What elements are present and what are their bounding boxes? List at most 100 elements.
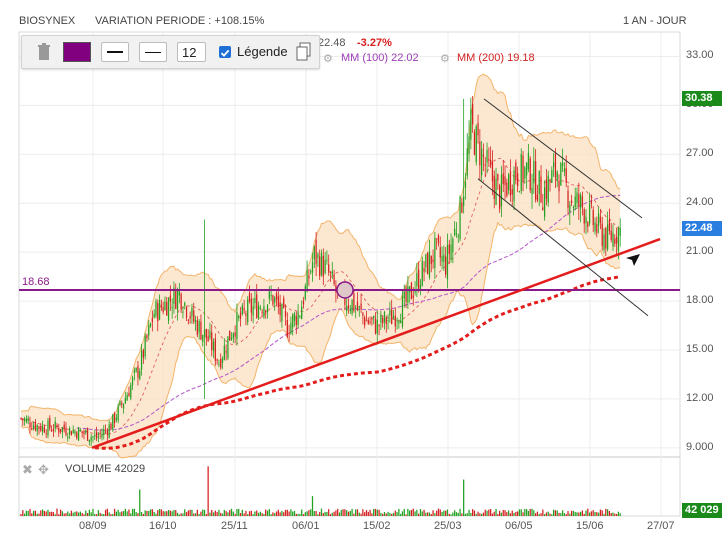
volume-bar bbox=[529, 509, 531, 516]
candle-body bbox=[223, 345, 225, 360]
candle-body bbox=[90, 436, 92, 441]
volume-bar bbox=[83, 514, 85, 516]
volume-bar bbox=[65, 513, 67, 516]
candle-body bbox=[490, 159, 492, 165]
volume-bar bbox=[353, 513, 355, 516]
candle-body bbox=[563, 168, 566, 172]
volume-bar bbox=[137, 513, 139, 516]
move-icon[interactable]: ✥ bbox=[38, 462, 49, 477]
candle-body bbox=[484, 164, 486, 166]
legend-mm200: MM (200) 19.18 bbox=[457, 52, 535, 64]
candle-body bbox=[391, 309, 393, 325]
volume-bar bbox=[88, 509, 91, 516]
legend-mm100: MM (100) 22.02 bbox=[341, 52, 419, 64]
line-width-selector[interactable] bbox=[101, 42, 129, 62]
volume-bar bbox=[461, 513, 463, 516]
volume-bar bbox=[531, 508, 533, 516]
candle-body bbox=[310, 271, 312, 273]
candle-body bbox=[283, 298, 285, 309]
hline-label: 18.68 bbox=[22, 276, 50, 288]
candle-body bbox=[20, 418, 22, 420]
volume-bar bbox=[184, 509, 186, 516]
font-size-input[interactable]: 12 bbox=[177, 42, 206, 62]
volume-bar bbox=[281, 510, 283, 516]
candle-body bbox=[32, 425, 35, 429]
candle-body bbox=[529, 158, 531, 191]
y-tick-label: 18.00 bbox=[686, 294, 714, 307]
y-tick-label: 33.00 bbox=[686, 49, 714, 62]
x-tick-label: 15/02 bbox=[363, 520, 391, 532]
candle-body bbox=[99, 432, 101, 435]
candle-body bbox=[542, 207, 544, 211]
volume-bar bbox=[596, 512, 598, 516]
candle-body bbox=[606, 224, 609, 250]
candle-body bbox=[459, 196, 461, 240]
copy-icon[interactable] bbox=[296, 42, 312, 62]
candle-body bbox=[362, 312, 364, 316]
candle-body bbox=[436, 238, 438, 240]
candle-body bbox=[587, 222, 589, 227]
candle-body bbox=[597, 213, 600, 226]
candle-body bbox=[615, 236, 618, 244]
candle-body bbox=[41, 425, 44, 432]
candle-body bbox=[34, 421, 37, 431]
volume-price-tag: 42 029 bbox=[682, 503, 722, 518]
candle-body bbox=[572, 207, 575, 209]
color-swatch[interactable] bbox=[63, 42, 91, 62]
close-icon[interactable]: ✖ bbox=[22, 462, 33, 477]
candle-body bbox=[588, 203, 591, 224]
volume-bar bbox=[560, 513, 562, 516]
volume-bar bbox=[500, 512, 503, 516]
volume-bar bbox=[542, 509, 544, 516]
volume-bar bbox=[148, 510, 150, 516]
volume-bar bbox=[430, 514, 432, 516]
candle-body bbox=[461, 202, 463, 213]
candle-body bbox=[313, 246, 315, 260]
candle-body bbox=[509, 172, 512, 196]
volume-bar bbox=[513, 512, 515, 516]
candle-body bbox=[355, 307, 357, 309]
volume-bar bbox=[385, 513, 387, 516]
volume-bar bbox=[614, 513, 616, 516]
volume-bar bbox=[563, 513, 566, 516]
candle-body bbox=[68, 427, 71, 435]
candle-body bbox=[182, 311, 184, 313]
candle-body bbox=[274, 297, 276, 303]
volume-bar bbox=[540, 513, 542, 516]
candle-body bbox=[187, 319, 189, 321]
candle-body bbox=[54, 421, 56, 429]
candle-body bbox=[374, 318, 377, 334]
legend-checkbox[interactable] bbox=[219, 46, 231, 58]
candle-body bbox=[295, 316, 297, 326]
candle-body bbox=[394, 315, 396, 327]
candle-body bbox=[365, 320, 368, 322]
volume-bar bbox=[117, 509, 119, 516]
volume-bar bbox=[248, 511, 251, 516]
line-style-selector[interactable] bbox=[139, 42, 167, 62]
volume-bar bbox=[340, 509, 342, 516]
volume-bar bbox=[22, 510, 24, 516]
candle-body bbox=[427, 252, 429, 274]
candle-body bbox=[31, 428, 33, 430]
trash-icon[interactable] bbox=[37, 42, 51, 62]
volume-bar bbox=[572, 510, 575, 516]
candle-body bbox=[389, 309, 391, 316]
candle-body bbox=[301, 306, 303, 320]
volume-bar bbox=[400, 513, 402, 516]
candle-body bbox=[88, 439, 91, 443]
volume-bar bbox=[115, 511, 117, 516]
volume-bar bbox=[97, 510, 100, 516]
candle-body bbox=[23, 418, 26, 421]
volume-bar bbox=[398, 508, 400, 516]
volume-bar bbox=[52, 512, 55, 516]
candle-body bbox=[203, 329, 206, 337]
drawings[interactable] bbox=[19, 98, 680, 450]
volume-bar bbox=[437, 508, 440, 516]
gear-icon[interactable]: ⚙ bbox=[440, 53, 450, 65]
last-price-tag: 22.48 bbox=[682, 221, 722, 236]
gear-icon[interactable]: ⚙ bbox=[323, 53, 333, 65]
candle-body bbox=[225, 351, 227, 353]
period-selector[interactable]: 1 AN - JOUR bbox=[623, 15, 687, 27]
volume-bar bbox=[558, 512, 560, 516]
